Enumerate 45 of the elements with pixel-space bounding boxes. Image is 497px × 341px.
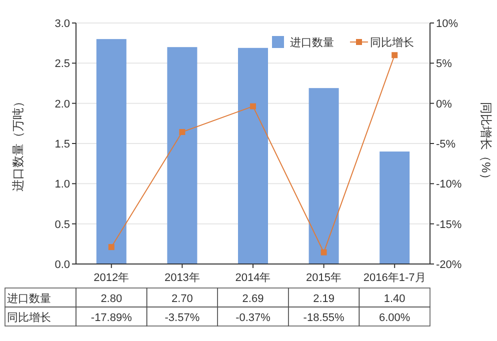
y2-axis-title: 同比增长（%）: [479, 102, 493, 185]
data-label: 6.00%: [379, 312, 410, 324]
y-axis-title: 进口数量（万吨）: [11, 96, 25, 192]
y-tick-label: 3.0: [54, 18, 70, 30]
y2-tick-label: -15%: [436, 218, 462, 231]
data-label: 2.80: [100, 293, 122, 305]
y-tick-label: 0.0: [54, 259, 70, 271]
data-label: -0.37%: [236, 312, 271, 324]
y2-tick-label: 5%: [436, 58, 452, 70]
bar: [308, 88, 339, 264]
bar: [238, 48, 268, 264]
x-tick-label: 2012年: [94, 272, 130, 284]
data-label: 1.40: [384, 293, 406, 305]
data-label: 2.70: [171, 293, 193, 305]
point: [108, 244, 114, 250]
y2-tick-label: -10%: [436, 178, 462, 191]
text: 同比增长: [7, 312, 51, 324]
x-tick-label: 2016年1-7月: [363, 272, 426, 284]
data-label: -3.57%: [164, 312, 200, 324]
y-tick-label: 0.5: [54, 218, 70, 231]
legend-label: 同比增长: [370, 36, 414, 49]
data-label: -18.55%: [303, 312, 344, 324]
x-tick-label: 2015年: [306, 272, 342, 284]
point: [179, 129, 186, 136]
point: [392, 52, 398, 58]
bar: [380, 152, 410, 264]
legend-label: 进口数量: [290, 36, 334, 49]
data-label: 2.19: [313, 293, 335, 305]
bar: [167, 47, 198, 264]
y-tick-label: 1.0: [54, 178, 70, 191]
y2-tick-label: -5%: [436, 138, 456, 150]
data-label: -17.89%: [90, 312, 132, 324]
text: 进口数量: [7, 293, 51, 305]
y-tick-label: 2.0: [54, 98, 70, 110]
x-tick-label: 2014年: [235, 272, 271, 284]
bar: [96, 39, 126, 264]
point: [250, 103, 256, 110]
y2-tick-label: 0%: [436, 98, 452, 110]
x-tick-label: 2013年: [164, 272, 200, 284]
y2-tick-label: -20%: [436, 259, 462, 271]
y2-tick-label: 10%: [436, 18, 458, 30]
y-tick-label: 1.5: [54, 138, 70, 150]
point: [320, 249, 327, 256]
data-label: 2.69: [242, 293, 264, 305]
y-tick-label: 2.5: [54, 58, 70, 70]
